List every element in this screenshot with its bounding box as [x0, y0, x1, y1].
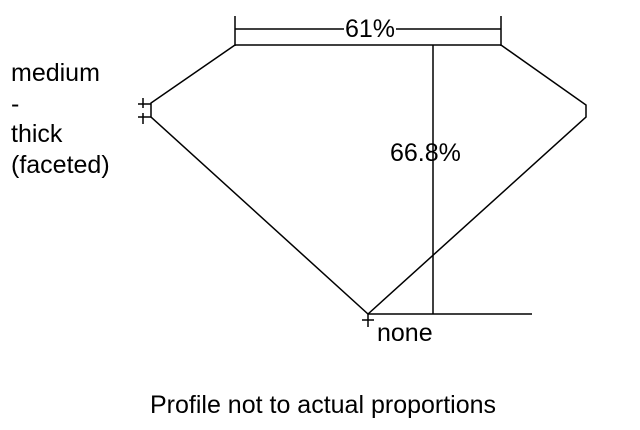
girdle-label-line: -	[11, 89, 20, 118]
girdle-thickness-label: medium - thick (faceted)	[11, 58, 110, 180]
culet-label: none	[377, 319, 433, 347]
proportions-note: Profile not to actual proportions	[150, 391, 497, 419]
depth-percent-label: 66.8%	[390, 139, 461, 167]
girdle-label-line: medium	[11, 59, 100, 87]
girdle-label-line: thick	[11, 120, 63, 148]
gem-outline	[150, 44, 587, 316]
table-percent-label: 61%	[344, 14, 397, 44]
girdle-label-line: (faceted)	[11, 150, 110, 179]
